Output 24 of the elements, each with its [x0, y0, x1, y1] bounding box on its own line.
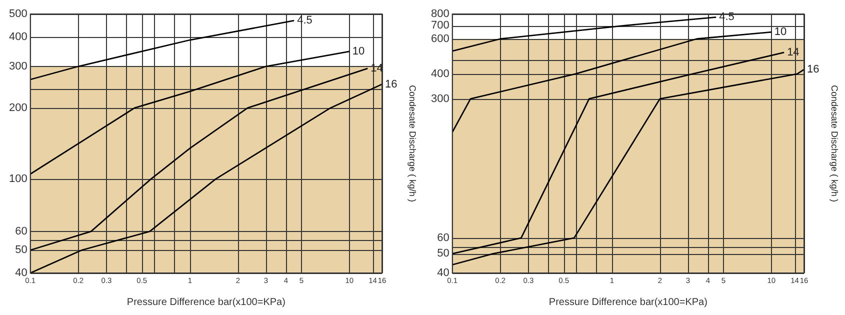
- y-tick-label: 400: [430, 68, 450, 80]
- x-axis-title: Pressure Difference bar(x100=KPa): [126, 296, 286, 308]
- y-tick-label: 40: [15, 267, 28, 280]
- y-tick-label: 600: [430, 32, 450, 45]
- y-tick-label: 40: [437, 267, 450, 280]
- y-tick-label: 50: [437, 248, 450, 260]
- y-tick-label: 800: [430, 8, 450, 20]
- y-tick-label: 60: [437, 232, 450, 244]
- y-tick-label: 200: [8, 102, 28, 114]
- x-axis-title: Pressure Difference bar(x100=KPa): [548, 296, 708, 308]
- y-tick-label: 400: [8, 30, 28, 43]
- y-tick-label: 100: [8, 173, 28, 186]
- y-tick-label: 500: [8, 8, 28, 20]
- series-label: 16: [385, 78, 398, 90]
- series-label: 16: [807, 64, 820, 76]
- series-label: 10: [774, 26, 787, 38]
- y-tick-label: 300: [430, 92, 450, 105]
- y-axis-title: Condesate Discharge ( kg/h ): [830, 84, 840, 202]
- series-label: 10: [352, 45, 365, 58]
- y-tick-label: 60: [15, 225, 28, 238]
- y-tick-label: 300: [8, 60, 28, 72]
- y-tick-label: 700: [430, 20, 450, 32]
- y-tick-label: 50: [15, 244, 28, 256]
- y-axis-title: Condesate Discharge ( kg/h ): [408, 84, 418, 202]
